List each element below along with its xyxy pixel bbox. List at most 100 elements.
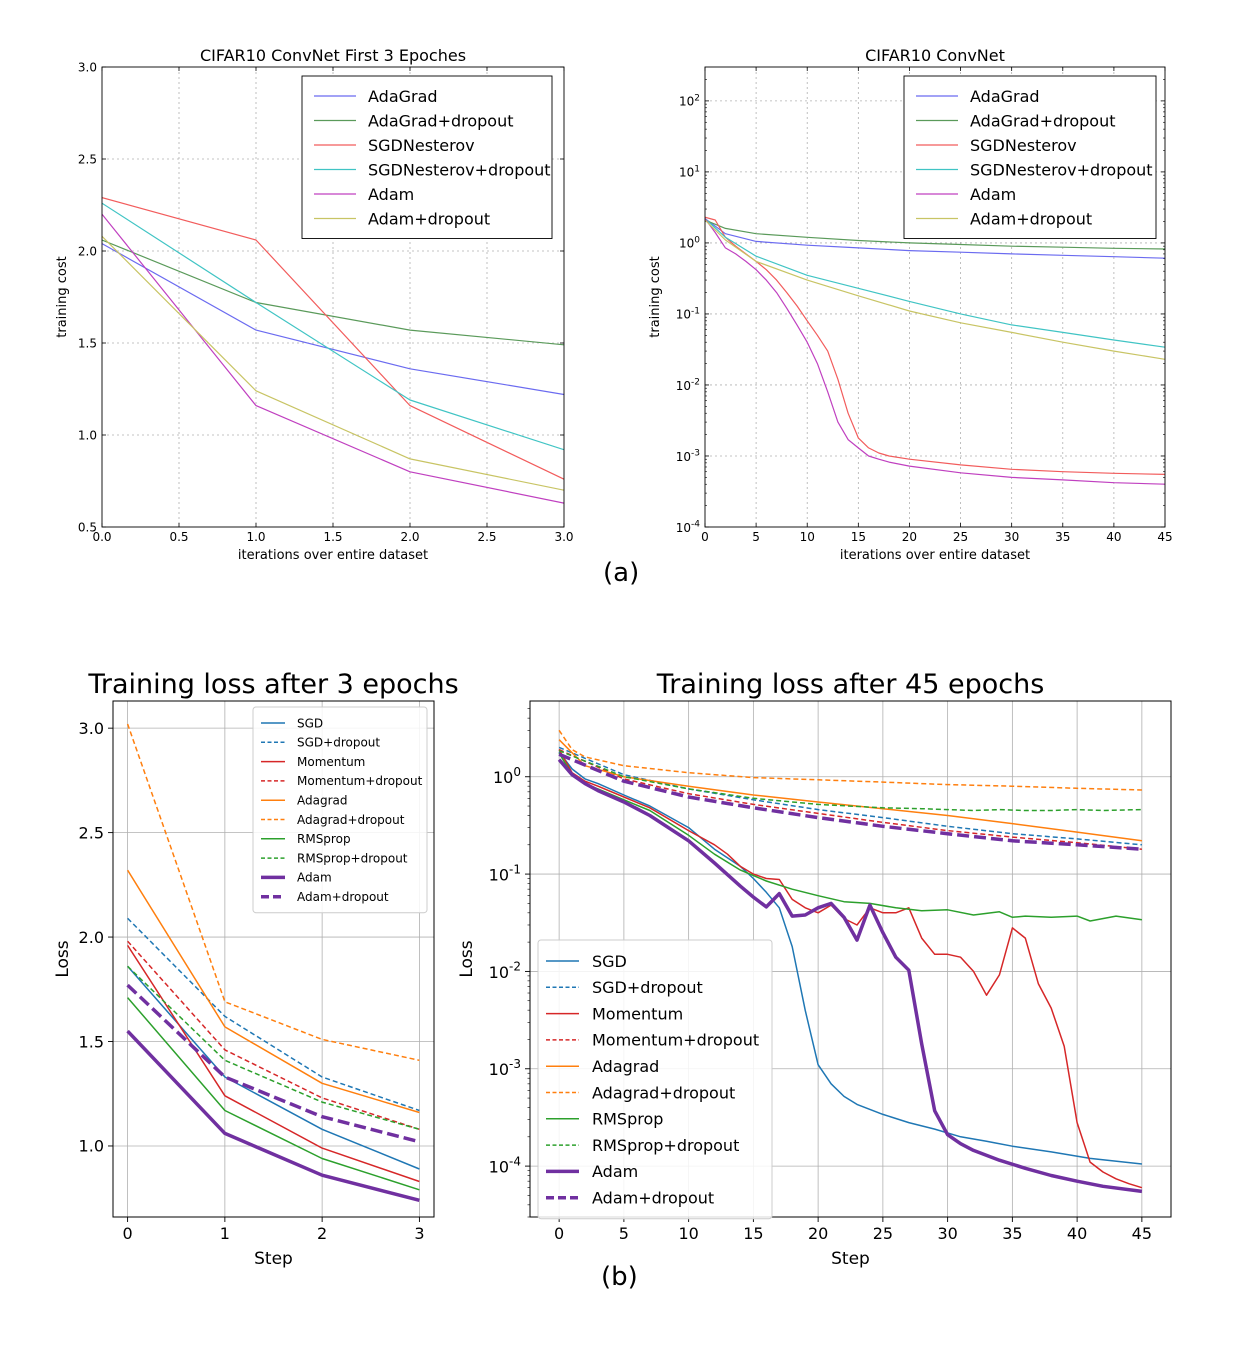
series-line-adagrad	[705, 218, 1165, 259]
y-axis-label: training cost	[55, 256, 70, 337]
x-tick-label: 45	[1132, 1224, 1152, 1243]
chart-title: Training loss after 3 epochs	[87, 669, 458, 700]
x-tick-label: 15	[743, 1224, 763, 1243]
x-tick-label: 35	[1002, 1224, 1022, 1243]
x-axis-label: Step	[254, 1249, 293, 1269]
series-line-adagrad-plus-dropout	[558, 729, 1142, 791]
y-tick-label: 100	[679, 235, 700, 250]
chart-b2: Training loss after 45 epochs 0 5 10 15 20 25 3…	[457, 669, 1172, 1269]
legend-label-adam: Adam	[297, 871, 332, 885]
legend-label-sgd-plus-dropout: SGD+dropout	[297, 736, 380, 750]
legend-label-adagrad: AdaGrad	[970, 87, 1040, 106]
y-tick-label: 2.0	[79, 928, 104, 947]
legend-label-adam: Adam	[368, 185, 414, 204]
legend-label-rmsprop-plus-dropout: RMSprop+dropout	[592, 1136, 739, 1155]
legend: SGD SGD+dropout Momentum Momentum+dropout Ad…	[537, 939, 773, 1220]
legend-label-adagrad-plus-dropout: AdaGrad+dropout	[970, 111, 1116, 130]
grid-lines	[113, 701, 434, 1217]
y-axis-label: training cost	[648, 256, 663, 337]
legend: SGD SGD+dropout Momentum Momentum+dropout Ad…	[252, 706, 428, 914]
x-tick-label: 0.0	[92, 530, 111, 544]
x-tick-label: 2.0	[400, 530, 419, 544]
legend: AdaGrad AdaGrad+dropout SGDNesterov SGDNest…	[301, 75, 553, 239]
x-tick-label: 0	[122, 1224, 132, 1243]
x-tick-label: 25	[873, 1224, 893, 1243]
x-tick-label: 1.5	[323, 530, 342, 544]
x-tick-label: 0	[554, 1224, 564, 1243]
legend-label-adam-plus-dropout: Adam+dropout	[970, 209, 1092, 228]
x-tick-label: 45	[1157, 530, 1172, 544]
x-tick-label: 3	[414, 1224, 424, 1243]
x-axis-label: iterations over entire dataset	[840, 548, 1030, 563]
series-group	[102, 197, 564, 504]
legend-frame	[301, 75, 553, 239]
series-group	[126, 723, 420, 1202]
x-axis-label: Step	[831, 1249, 870, 1269]
chart-a2: CIFAR10 ConvNet 0 5 10 15 20 25 30 35 40 45 10-4 10-…	[648, 46, 1173, 563]
y-tick-label: 3.0	[79, 719, 104, 738]
legend-label-adam-plus-dropout: Adam+dropout	[368, 209, 490, 228]
legend-label-rmsprop: RMSprop	[297, 832, 351, 846]
x-tick-label: 30	[1004, 530, 1019, 544]
y-tick-label: 2.5	[79, 823, 104, 842]
x-tick-label: 25	[953, 530, 968, 544]
x-tick-label: 2.5	[477, 530, 496, 544]
series-line-adam-plus-dropout	[558, 752, 1143, 851]
x-tick-label: 0	[701, 530, 709, 544]
series-line-rmsprop	[127, 997, 420, 1191]
x-tick-label: 5	[752, 530, 760, 544]
series-line-rmsprop-plus-dropout	[127, 965, 420, 1131]
legend-frame	[252, 706, 428, 914]
series-line-sgd	[127, 965, 420, 1170]
y-axis-label: Loss	[457, 940, 477, 977]
series-line-adagrad-plus-dropout	[705, 219, 1165, 250]
series-line-adam	[126, 1029, 420, 1202]
legend-label-sgdnesterov: SGDNesterov	[368, 136, 475, 155]
y-tick-label: 10-4	[489, 1154, 521, 1176]
y-axis-label: Loss	[53, 940, 73, 977]
y-tick-label: 2.0	[78, 244, 97, 258]
legend-label-rmsprop-plus-dropout: RMSprop+dropout	[297, 851, 408, 865]
legend-label-sgd-plus-dropout: SGD+dropout	[592, 978, 703, 997]
x-tick-label: 35	[1055, 530, 1070, 544]
series-line-sgd-plus-dropout	[127, 917, 420, 1112]
x-tick-label: 1.0	[246, 530, 265, 544]
y-tick-label: 10-2	[489, 960, 521, 982]
y-tick-label: 3.0	[78, 60, 97, 74]
chart-title: Training loss after 45 epochs	[656, 669, 1045, 700]
x-axis-label: iterations over entire dataset	[238, 548, 428, 563]
series-line-adam-plus-dropout	[126, 983, 420, 1144]
series-line-sgdnesterov-plus-dropout	[705, 218, 1165, 348]
axes-frame	[529, 700, 1172, 1218]
legend-label-adagrad-plus-dropout: Adagrad+dropout	[592, 1083, 735, 1102]
y-tick-label: 1.5	[79, 1032, 104, 1051]
series-line-adagrad	[102, 243, 564, 396]
x-tick-label: 3.0	[554, 530, 573, 544]
x-tick-label: 40	[1106, 530, 1121, 544]
series-line-sgd	[558, 751, 1142, 1165]
y-tick-label: 1.0	[79, 1137, 104, 1156]
series-line-momentum	[558, 749, 1143, 1189]
legend-label-momentum-plus-dropout: Momentum+dropout	[592, 1031, 759, 1050]
axes-frame	[112, 700, 435, 1218]
legend-label-sgdnesterov-plus-dropout: SGDNesterov+dropout	[368, 160, 551, 179]
y-tick-label: 10-1	[489, 862, 521, 884]
legend-frame	[537, 939, 773, 1220]
series-group	[705, 216, 1165, 485]
y-tick-label: 10-1	[676, 306, 700, 321]
x-tick-label: 30	[937, 1224, 957, 1243]
series-group	[557, 729, 1143, 1194]
series-line-adam-plus-dropout	[102, 235, 564, 491]
legend-label-adagrad: AdaGrad	[368, 87, 438, 106]
caption-b: (b)	[601, 1262, 638, 1292]
legend-label-adam: Adam	[592, 1162, 638, 1181]
series-line-momentum-plus-dropout	[127, 940, 420, 1131]
legend-frame	[903, 75, 1157, 239]
x-tick-label: 1	[220, 1224, 230, 1243]
y-tick-label: 10-3	[489, 1057, 521, 1079]
legend-label-adam-plus-dropout: Adam+dropout	[297, 890, 389, 904]
series-line-momentum	[126, 944, 420, 1183]
legend-label-rmsprop: RMSprop	[592, 1110, 663, 1129]
series-line-adagrad	[126, 869, 420, 1114]
y-tick-label: 2.5	[78, 152, 97, 166]
